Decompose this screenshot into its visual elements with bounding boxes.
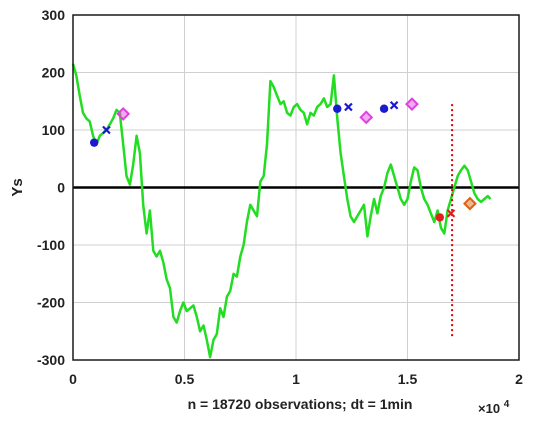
series-line <box>71 63 492 359</box>
marker-circle <box>333 104 342 113</box>
x-exponent-base: ×10 <box>478 401 500 416</box>
y-tick-label: 300 <box>42 7 66 23</box>
x-tick-labels: 0 0.5 1 1.5 2 <box>69 371 523 387</box>
marker-cross-stroke <box>102 125 111 135</box>
x-tick-label: 1.5 <box>398 371 418 387</box>
x-tick-label: 0 <box>69 371 77 387</box>
y-tick-label: 200 <box>42 65 66 81</box>
y-tick-label: -300 <box>37 352 65 368</box>
x-exponent-power: 4 <box>504 399 510 410</box>
x-tick-label: 1 <box>292 371 300 387</box>
marker-cross <box>344 102 353 112</box>
event-markers <box>89 97 477 222</box>
marker-circle <box>89 138 99 147</box>
x-axis-exponent: ×10 4 <box>478 399 510 416</box>
marker-cross-stroke <box>344 102 353 112</box>
marker-circle <box>379 104 389 113</box>
y-tick-label: -100 <box>37 237 65 253</box>
marker-diamond <box>116 106 131 121</box>
marker-diamond <box>463 196 477 211</box>
marker-cross <box>102 125 111 135</box>
marker-cross-stroke <box>446 209 456 218</box>
y-tick-label: 100 <box>42 122 66 138</box>
y-tick-labels: -300 -200 -100 0 100 200 300 <box>37 7 65 368</box>
marker-cross-stroke <box>389 100 399 110</box>
marker-diamond <box>405 97 419 112</box>
x-tick-label: 2 <box>515 371 523 387</box>
marker-circle <box>435 213 445 222</box>
marker-cross <box>446 209 456 218</box>
marker-cross <box>389 100 399 110</box>
y-axis-label: Ys <box>9 178 26 196</box>
x-axis-label: n = 18720 observations; dt = 1min <box>188 396 413 412</box>
y-tick-label: -200 <box>37 295 65 311</box>
marker-diamond <box>359 110 374 125</box>
x-tick-label: 0.5 <box>175 371 195 387</box>
axes-frame <box>72 14 520 361</box>
y-tick-label: 0 <box>57 180 65 196</box>
